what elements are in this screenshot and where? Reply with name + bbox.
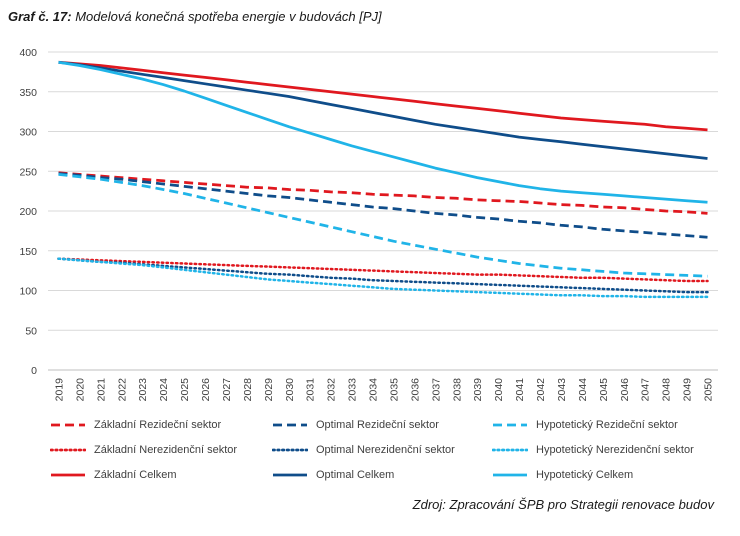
- legend-item-7: Optimal Celkem: [272, 469, 394, 481]
- x-tick-label: 2047: [640, 378, 652, 402]
- x-tick-label: 2032: [326, 378, 338, 402]
- x-tick-label: 2019: [53, 378, 65, 402]
- x-tick-label: 2034: [368, 378, 380, 402]
- legend-swatch: [51, 473, 85, 477]
- source-note: Zdroj: Zpracování ŠPB pro Strategii reno…: [412, 497, 714, 512]
- series-line-3: [57, 257, 709, 283]
- x-tick-label: 2022: [116, 378, 128, 402]
- legend-label: Základní Rezideční sektor: [94, 419, 222, 431]
- legend-label: Optimal Rezideční sektor: [316, 419, 439, 431]
- chart-title: Graf č. 17: Modelová konečná spotřeba en…: [8, 9, 382, 24]
- series-line-5: [57, 257, 709, 299]
- legend-label: Hypotetický Celkem: [536, 469, 634, 481]
- legend-item-2: Hypotetický Rezideční sektor: [492, 419, 678, 431]
- y-tick-label: 0: [31, 365, 37, 377]
- series-lines: [57, 60, 709, 299]
- legend-label: Základní Nerezidenční sektor: [94, 444, 238, 456]
- x-tick-label: 2039: [472, 378, 484, 402]
- x-tick-label: 2037: [430, 378, 442, 402]
- legend-swatch: [273, 423, 307, 427]
- x-tick-label: 2048: [661, 378, 673, 402]
- legend-item-0: Základní Rezideční sektor: [50, 419, 221, 431]
- x-tick-label: 2023: [137, 378, 149, 402]
- y-tick-label: 400: [19, 47, 37, 59]
- legend-swatch: [492, 448, 528, 452]
- gridlines: [48, 51, 718, 371]
- legend-label: Optimal Nerezidenční sektor: [316, 444, 455, 456]
- y-tick-label: 100: [19, 286, 37, 298]
- x-tick-label: 2045: [598, 378, 610, 402]
- y-tick-label: 250: [19, 166, 37, 178]
- series-line-2: [58, 173, 708, 278]
- series-line-8: [58, 60, 708, 204]
- legend-label: Hypotetický Rezideční sektor: [536, 419, 678, 431]
- series-line-6: [58, 60, 708, 132]
- y-tick-label: 200: [19, 206, 37, 218]
- legend-label: Hypotetický Nerezidenční sektor: [536, 444, 694, 456]
- x-tick-label: 2035: [388, 378, 400, 402]
- legend-swatch: [273, 473, 307, 477]
- x-tick-label: 2041: [514, 378, 526, 402]
- x-tick-label: 2046: [619, 378, 631, 402]
- x-tick-label: 2049: [682, 378, 694, 402]
- x-tick-label: 2043: [556, 378, 568, 402]
- series-line-7: [58, 60, 708, 160]
- x-tick-label: 2042: [535, 378, 547, 402]
- y-axis-ticks: 0 50 100 150 200 250 300 350 400: [19, 47, 37, 377]
- x-tick-label: 2024: [158, 378, 170, 402]
- legend-item-1: Optimal Rezideční sektor: [272, 419, 439, 431]
- legend-swatch: [51, 423, 85, 427]
- y-tick-label: 150: [19, 246, 37, 258]
- chart-title-text: Modelová konečná spotřeba energie v budo…: [75, 9, 382, 24]
- legend-swatch: [272, 448, 308, 452]
- y-tick-label: 350: [19, 87, 37, 99]
- chart-title-prefix: Graf č. 17:: [8, 9, 72, 24]
- x-tick-label: 2026: [200, 378, 212, 402]
- x-tick-label: 2036: [409, 378, 421, 402]
- x-tick-label: 2040: [493, 378, 505, 402]
- x-tick-label: 2038: [451, 378, 463, 402]
- legend-label: Základní Celkem: [94, 469, 177, 481]
- legend-item-3: Základní Nerezidenční sektor: [50, 444, 237, 456]
- x-tick-label: 2028: [242, 378, 254, 402]
- series-line-0: [58, 171, 708, 215]
- legend-swatch: [493, 473, 527, 477]
- legend-label: Optimal Celkem: [316, 469, 395, 481]
- legend-swatch: [50, 448, 86, 452]
- x-tick-label: 2027: [221, 378, 233, 402]
- y-tick-label: 300: [19, 127, 37, 139]
- y-tick-label: 50: [25, 325, 37, 337]
- x-tick-label: 2031: [305, 378, 317, 402]
- x-tick-label: 2029: [263, 378, 275, 402]
- x-tick-label: 2050: [703, 378, 715, 402]
- x-tick-label: 2025: [179, 378, 191, 402]
- legend-item-8: Hypotetický Celkem: [492, 469, 633, 481]
- x-tick-label: 2020: [74, 378, 86, 402]
- line-chart: 0 50 100 150 200 250 300 350 400 2019 2020 2021 202…: [19, 47, 718, 402]
- legend-item-4: Optimal Nerezidenční sektor: [272, 444, 455, 456]
- series-line-1: [58, 172, 708, 239]
- x-tick-label: 2033: [347, 378, 359, 402]
- x-axis-ticks: 2019 2020 2021 2022 2023 2024 2025 2026 2027 2028…: [53, 378, 714, 402]
- x-tick-label: 2044: [577, 378, 589, 402]
- legend-item-6: Základní Celkem: [50, 469, 177, 481]
- x-tick-label: 2021: [95, 378, 107, 402]
- legend-swatch: [493, 423, 527, 427]
- series-line-4: [57, 257, 709, 294]
- legend-item-5: Hypotetický Nerezidenční sektor: [492, 444, 694, 456]
- x-tick-label: 2030: [284, 378, 296, 402]
